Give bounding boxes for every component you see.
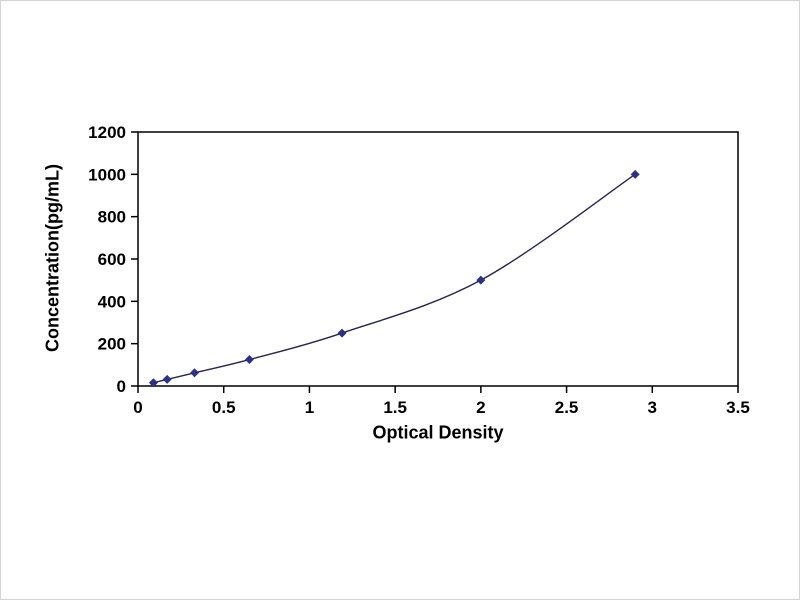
- y-tick-label: 200: [98, 335, 126, 354]
- data-point-marker: [190, 368, 200, 378]
- data-point-marker: [244, 355, 254, 365]
- y-tick-label: 0: [117, 377, 126, 396]
- data-point-marker: [148, 378, 158, 388]
- x-tick-label: 0: [133, 398, 142, 417]
- data-point-marker: [162, 374, 172, 384]
- y-tick-label: 400: [98, 292, 126, 311]
- y-tick-label: 600: [98, 250, 126, 269]
- x-tick-label: 1.5: [383, 398, 407, 417]
- y-axis-label: Concentration(pg/mL): [42, 164, 63, 352]
- x-tick-label: 2.5: [555, 398, 579, 417]
- x-tick-label: 0.5: [212, 398, 236, 417]
- x-tick-label: 1: [305, 398, 314, 417]
- x-tick-label: 3.5: [726, 398, 750, 417]
- x-tick-label: 2: [476, 398, 485, 417]
- x-tick-label: 3: [648, 398, 657, 417]
- curve-line: [153, 173, 636, 384]
- x-axis-label: Optical Density: [372, 422, 504, 443]
- plot-border: [137, 131, 739, 387]
- data-point-marker: [476, 275, 486, 285]
- data-point-marker: [630, 169, 640, 179]
- y-tick-label: 1200: [88, 123, 126, 142]
- y-tick-label: 800: [98, 208, 126, 227]
- y-tick-label: 1000: [88, 165, 126, 184]
- data-point-marker: [337, 328, 347, 338]
